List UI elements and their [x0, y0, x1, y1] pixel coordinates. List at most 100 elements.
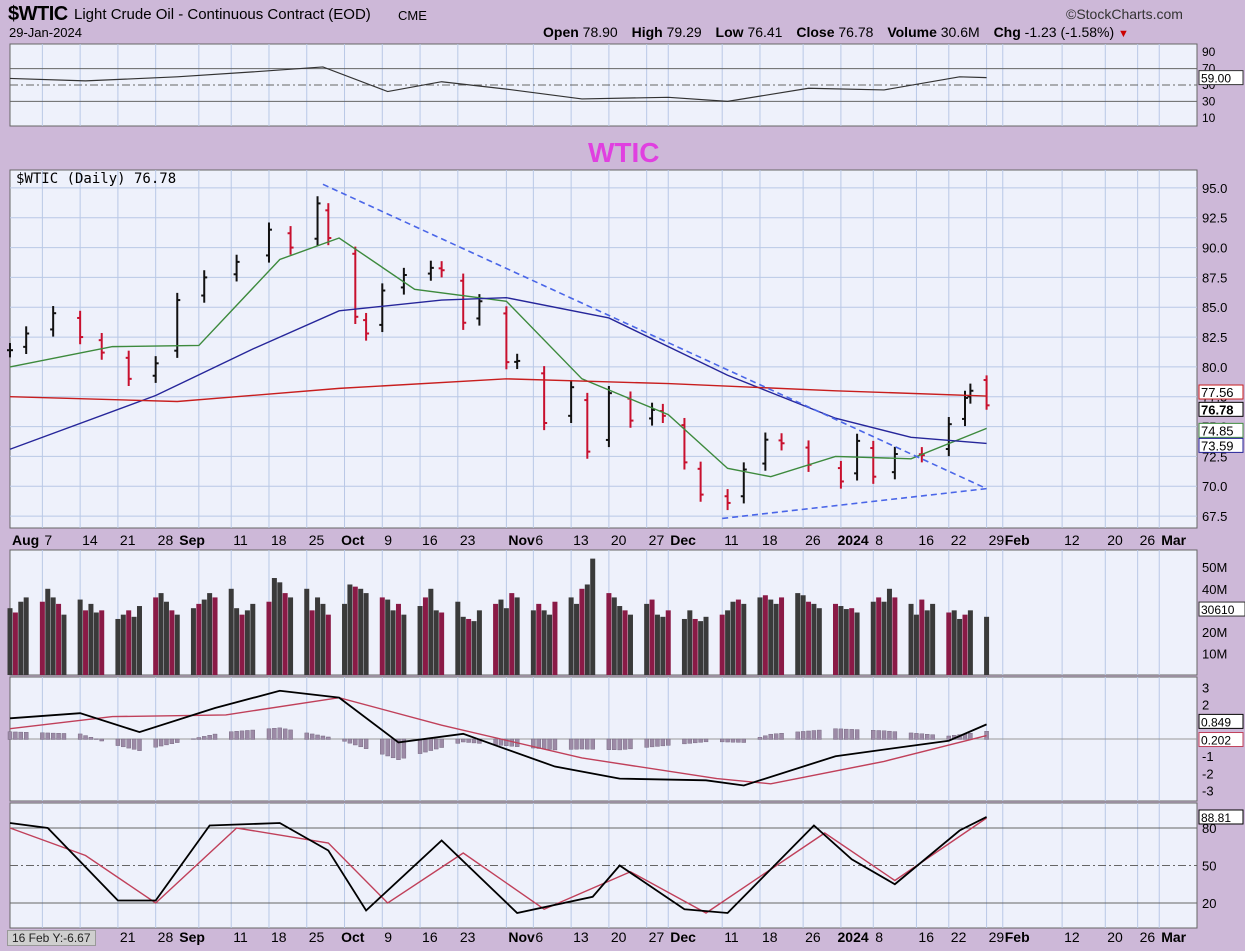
macd-histogram-bar — [175, 738, 180, 743]
volume-value-box — [1198, 601, 1245, 617]
volume-bar — [779, 597, 785, 675]
stoch-tick-label: 80 — [1202, 821, 1216, 836]
change-label: Chg — [993, 24, 1021, 40]
x-axis-bottom-label: 21 — [120, 929, 136, 945]
volume-bar — [39, 601, 45, 675]
volume-bar — [795, 593, 801, 675]
high-value: 79.29 — [666, 24, 702, 40]
x-axis-bottom-label: 18 — [762, 929, 778, 945]
macd-histogram-bar — [191, 738, 196, 740]
high-label: High — [631, 24, 663, 40]
volume-bar — [174, 614, 180, 675]
macd-histogram-bar — [137, 738, 142, 751]
rsi-tick-label: 10 — [1202, 111, 1216, 125]
volume-bar — [325, 614, 331, 675]
quote-summary: Open 78.90 High 79.29 Low 76.41 Close 76… — [543, 24, 1129, 40]
macd-histogram-bar — [304, 732, 309, 740]
volume-bar — [843, 609, 849, 675]
macd-histogram-bar — [272, 728, 277, 740]
x-axis-label: Dec — [670, 532, 696, 548]
volume-bar — [886, 588, 892, 675]
macd-histogram-bar — [99, 738, 104, 742]
x-axis-bottom-label: 26 — [805, 929, 821, 945]
volume-bar — [428, 588, 434, 675]
volume-bar — [201, 599, 207, 675]
macd-histogram-bar — [417, 738, 423, 754]
volume-bar — [395, 603, 401, 675]
volume-bar — [12, 612, 18, 675]
volume-tick-label: 10M — [1202, 646, 1227, 661]
volume-bar — [806, 601, 812, 675]
macd-tick-label: -3 — [1202, 784, 1214, 799]
volume-bar — [584, 584, 590, 675]
x-axis-label: 16 — [918, 532, 934, 548]
x-axis-label: 26 — [805, 532, 821, 548]
x-axis-label: 27 — [649, 532, 665, 548]
close-value-label-box — [1198, 401, 1244, 417]
macd-histogram-bar — [266, 728, 272, 740]
macd-histogram-bar — [811, 730, 817, 740]
volume-bar — [816, 608, 822, 675]
volume-value: 30.6M — [940, 24, 980, 40]
volume-bar — [870, 601, 876, 675]
volume-bar — [433, 610, 439, 675]
volume-bar — [363, 593, 369, 675]
x-axis-label: 14 — [82, 532, 98, 548]
signal-value-label: 0.202 — [1201, 734, 1231, 748]
volume-bar — [390, 610, 396, 675]
volume-bar — [725, 610, 731, 675]
volume-bar — [228, 588, 234, 675]
x-axis-bottom-label: 28 — [158, 929, 174, 945]
macd-histogram-bar — [795, 731, 800, 740]
macd-histogram-bar — [455, 738, 461, 744]
macd-histogram-bar — [925, 734, 930, 740]
volume-bar — [471, 621, 477, 675]
volume-bar — [207, 593, 213, 675]
macd-value-label: 0.849 — [1201, 715, 1231, 729]
volume-bar — [401, 614, 407, 675]
stoch-value-label: 88.81 — [1201, 811, 1231, 825]
volume-bar — [768, 599, 774, 675]
volume-bar — [503, 608, 509, 675]
stoch-d-line — [9, 817, 987, 914]
macd-histogram-bar — [908, 732, 914, 740]
x-axis-label: Feb — [1005, 532, 1030, 548]
macd-histogram-bar — [504, 738, 509, 746]
volume-tick-label: 40M — [1202, 582, 1227, 597]
volume-bar — [547, 614, 553, 675]
volume-bar — [7, 608, 13, 675]
volume-bar — [703, 616, 709, 675]
exchange-label: CME — [398, 8, 427, 23]
volume-bar — [212, 597, 218, 675]
macd-histogram-bar — [552, 738, 558, 751]
volume-bar — [622, 610, 628, 675]
volume-bar — [239, 614, 245, 675]
macd-histogram-bar — [202, 736, 207, 740]
macd-histogram-bar — [768, 733, 773, 740]
x-axis-bottom-label: 27 — [649, 929, 665, 945]
volume-bar — [358, 588, 364, 675]
open-label: Open — [543, 24, 579, 40]
sma20-value-label-box — [1198, 422, 1244, 438]
macd-histogram-bar — [320, 735, 326, 740]
low-label: Low — [715, 24, 744, 40]
x-axis-label: 22 — [951, 532, 967, 548]
volume-bar — [913, 614, 919, 675]
chart-date: 29-Jan-2024 — [9, 25, 82, 40]
close-value-label: 76.78 — [1201, 402, 1234, 417]
volume-bar — [50, 597, 56, 675]
macd-histogram-bar — [606, 738, 612, 750]
macd-histogram-bar — [83, 735, 88, 740]
volume-tick-label: 20M — [1202, 625, 1227, 640]
volume-bar — [530, 610, 536, 675]
x-axis-bottom-label: 8 — [875, 929, 883, 945]
price-tick-label: 85.0 — [1202, 300, 1227, 315]
macd-histogram-bar — [531, 738, 536, 749]
brand-label[interactable]: ©StockCharts.com — [1066, 6, 1183, 22]
macd-histogram-bar — [423, 738, 428, 753]
volume-bar — [320, 603, 326, 675]
volume-bar — [735, 599, 741, 675]
signal-value-box — [1198, 732, 1244, 748]
volume-bar — [315, 597, 321, 675]
